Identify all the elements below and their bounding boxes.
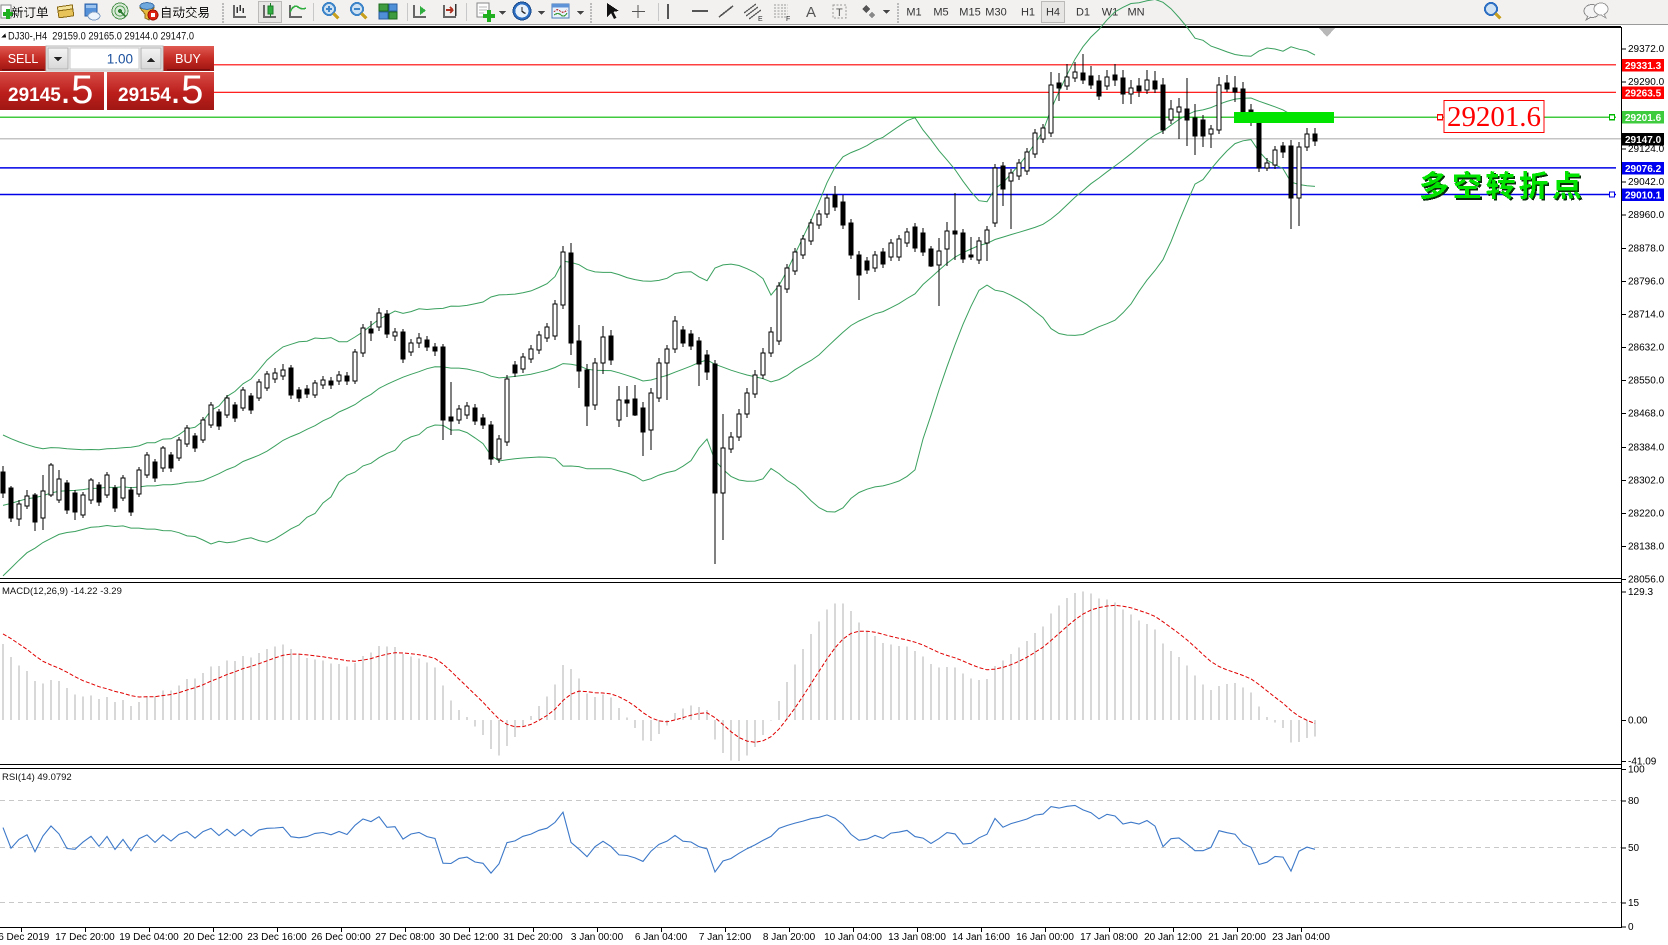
svg-text:28878.0: 28878.0 bbox=[1628, 243, 1665, 254]
svg-text:28960.0: 28960.0 bbox=[1628, 210, 1665, 221]
svg-text:29010.1: 29010.1 bbox=[1625, 191, 1662, 202]
svg-text:29372.0: 29372.0 bbox=[1628, 44, 1665, 55]
svg-text:19 Dec 04:00: 19 Dec 04:00 bbox=[119, 932, 179, 943]
svg-text:3 Jan 00:00: 3 Jan 00:00 bbox=[571, 932, 624, 943]
svg-text:20 Jan 12:00: 20 Jan 12:00 bbox=[1144, 932, 1202, 943]
svg-text:23 Jan 04:00: 23 Jan 04:00 bbox=[1272, 932, 1330, 943]
svg-text:23 Dec 16:00: 23 Dec 16:00 bbox=[247, 932, 307, 943]
svg-text:M15: M15 bbox=[959, 7, 980, 19]
svg-text:31 Dec 20:00: 31 Dec 20:00 bbox=[503, 932, 563, 943]
svg-text:28138.0: 28138.0 bbox=[1628, 542, 1665, 553]
svg-text:28714.0: 28714.0 bbox=[1628, 309, 1665, 320]
svg-text:29076.2: 29076.2 bbox=[1625, 164, 1662, 175]
svg-text:H4: H4 bbox=[1046, 7, 1060, 19]
svg-text:M1: M1 bbox=[906, 7, 921, 19]
svg-text:29201.6: 29201.6 bbox=[1447, 101, 1541, 133]
svg-text:28220.0: 28220.0 bbox=[1628, 509, 1665, 520]
svg-text:17 Jan 08:00: 17 Jan 08:00 bbox=[1080, 932, 1138, 943]
svg-text:30 Dec 12:00: 30 Dec 12:00 bbox=[439, 932, 499, 943]
svg-text:H1: H1 bbox=[1021, 7, 1035, 19]
svg-text:SELL: SELL bbox=[8, 52, 39, 66]
svg-text:29331.3: 29331.3 bbox=[1625, 61, 1662, 72]
svg-text:.5: .5 bbox=[170, 68, 203, 112]
svg-text:28796.0: 28796.0 bbox=[1628, 276, 1665, 287]
svg-text:129.3: 129.3 bbox=[1628, 587, 1653, 598]
svg-text:29154: 29154 bbox=[118, 85, 171, 106]
svg-text:20 Dec 12:00: 20 Dec 12:00 bbox=[183, 932, 243, 943]
svg-text:28632.0: 28632.0 bbox=[1628, 342, 1665, 353]
svg-text:26 Dec 00:00: 26 Dec 00:00 bbox=[311, 932, 371, 943]
svg-text:28302.0: 28302.0 bbox=[1628, 476, 1665, 487]
svg-text:RSI(14) 49.0792: RSI(14) 49.0792 bbox=[2, 772, 72, 783]
svg-text:W1: W1 bbox=[1102, 7, 1119, 19]
svg-text:28550.0: 28550.0 bbox=[1628, 376, 1665, 387]
svg-text:29147.0: 29147.0 bbox=[1625, 135, 1662, 146]
svg-text:15: 15 bbox=[1628, 898, 1640, 909]
svg-text:F: F bbox=[786, 16, 790, 23]
svg-text:E: E bbox=[758, 16, 763, 23]
svg-text:D1: D1 bbox=[1076, 7, 1090, 19]
svg-text:BUY: BUY bbox=[175, 52, 201, 66]
svg-text:16 Jan 00:00: 16 Jan 00:00 bbox=[1016, 932, 1074, 943]
svg-text:28056.0: 28056.0 bbox=[1628, 575, 1665, 586]
svg-text:28384.0: 28384.0 bbox=[1628, 442, 1665, 453]
svg-text:16 Dec 2019: 16 Dec 2019 bbox=[0, 932, 50, 943]
svg-text:M5: M5 bbox=[933, 7, 948, 19]
svg-text:8 Jan 20:00: 8 Jan 20:00 bbox=[763, 932, 816, 943]
svg-text:17 Dec 20:00: 17 Dec 20:00 bbox=[55, 932, 115, 943]
svg-text:-41.09: -41.09 bbox=[1628, 756, 1657, 767]
svg-text:10 Jan 04:00: 10 Jan 04:00 bbox=[824, 932, 882, 943]
svg-text:A: A bbox=[806, 4, 816, 21]
svg-text:0.00: 0.00 bbox=[1628, 716, 1648, 727]
svg-text:DJ30-,H4 29159.0 29165.0 2914: DJ30-,H4 29159.0 29165.0 29144.0 29147.0 bbox=[8, 31, 194, 43]
svg-text:27 Dec 08:00: 27 Dec 08:00 bbox=[375, 932, 435, 943]
svg-text:14 Jan 16:00: 14 Jan 16:00 bbox=[952, 932, 1010, 943]
svg-text:T: T bbox=[836, 7, 843, 19]
svg-text:7 Jan 12:00: 7 Jan 12:00 bbox=[699, 932, 752, 943]
svg-text:29124.0: 29124.0 bbox=[1628, 144, 1665, 155]
svg-text:MACD(12,26,9) -14.22 -3.29: MACD(12,26,9) -14.22 -3.29 bbox=[2, 586, 122, 597]
svg-text:13 Jan 08:00: 13 Jan 08:00 bbox=[888, 932, 946, 943]
svg-text:28468.0: 28468.0 bbox=[1628, 409, 1665, 420]
svg-text:29145: 29145 bbox=[8, 85, 61, 106]
svg-text:29263.5: 29263.5 bbox=[1625, 88, 1662, 99]
svg-text:29201.6: 29201.6 bbox=[1625, 113, 1662, 124]
svg-text:50: 50 bbox=[1628, 843, 1640, 854]
svg-text:MN: MN bbox=[1127, 7, 1144, 19]
svg-text:M30: M30 bbox=[985, 7, 1006, 19]
svg-text:29042.0: 29042.0 bbox=[1628, 177, 1665, 188]
svg-text:1.00: 1.00 bbox=[107, 52, 133, 67]
svg-text:21 Jan 20:00: 21 Jan 20:00 bbox=[1208, 932, 1266, 943]
svg-text:6 Jan 04:00: 6 Jan 04:00 bbox=[635, 932, 688, 943]
svg-text:100: 100 bbox=[1628, 765, 1645, 776]
svg-text:0: 0 bbox=[1628, 922, 1634, 933]
svg-text:29290.0: 29290.0 bbox=[1628, 77, 1665, 88]
svg-text:.5: .5 bbox=[60, 68, 93, 112]
svg-text:80: 80 bbox=[1628, 796, 1640, 807]
